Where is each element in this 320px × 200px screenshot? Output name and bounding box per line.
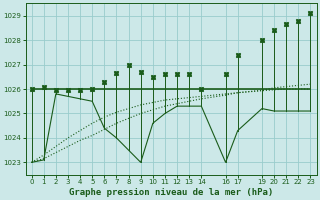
X-axis label: Graphe pression niveau de la mer (hPa): Graphe pression niveau de la mer (hPa) [69, 188, 273, 197]
